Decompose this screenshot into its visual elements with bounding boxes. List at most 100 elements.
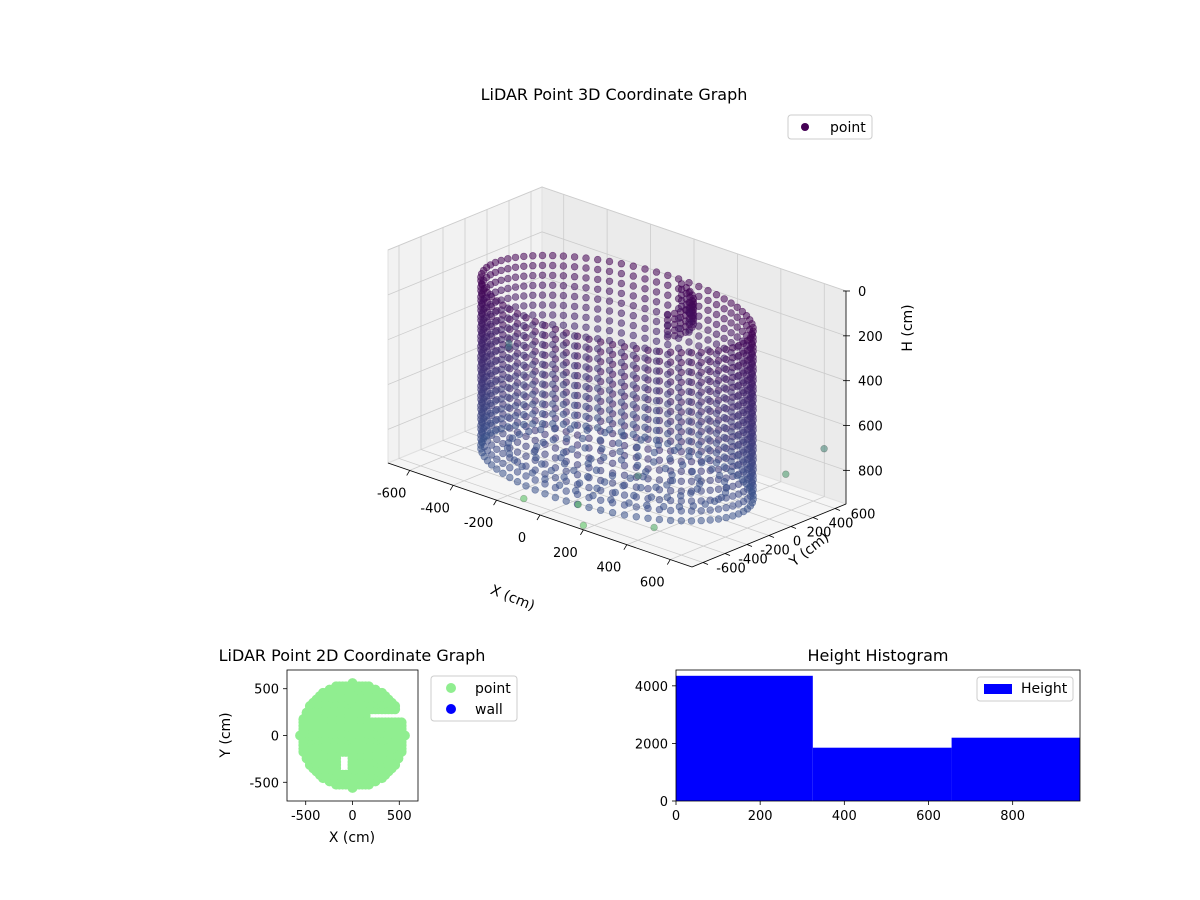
scatter-point-3d [548, 281, 557, 289]
scatter-point-3d [738, 327, 747, 336]
scatter-point-3d [706, 506, 714, 514]
x-tick-label-2d: -500 [291, 809, 321, 824]
scatter-point-3d [727, 418, 735, 426]
scatter-point-3d [704, 395, 712, 404]
scatter-point-3d [685, 447, 693, 455]
y-tick-label: -400 [738, 553, 768, 568]
scatter-point-3d [685, 377, 693, 386]
scatter-point-3d [634, 452, 642, 460]
scatter-point-3d [617, 358, 626, 367]
scatter-point-3d [617, 279, 626, 288]
scatter-point-3d [605, 336, 614, 345]
scatter-point-3d [617, 388, 626, 396]
scatter-point-2d [396, 717, 407, 728]
scatter-point-3d [704, 455, 712, 463]
scatter-point-3d [727, 467, 735, 475]
scatter-point-3d [538, 360, 547, 368]
scatter-point-3d [629, 351, 637, 359]
scatter-point-3d [695, 371, 703, 380]
scatter-point-3d [729, 502, 737, 510]
scatter-point-3d [652, 298, 661, 306]
scatter-point-3d [518, 462, 526, 471]
scatter-point-3d [529, 351, 537, 359]
scatter-point-3d [537, 460, 546, 468]
scatter-point-3d [694, 474, 702, 482]
scatter-point-3d [529, 360, 537, 369]
y-tick-mark [724, 553, 731, 556]
chart-2d-legend-point-label: point [475, 681, 511, 697]
scatter-point-3d [592, 466, 601, 474]
scatter-point-3d [559, 282, 568, 290]
x-tick-mark [493, 499, 497, 506]
scatter-point-3d [619, 482, 627, 490]
scatter-point-3d [697, 507, 705, 515]
scatter-point-3d [733, 392, 741, 401]
scatter-point-3d [593, 394, 602, 402]
scatter-point-3d [548, 350, 557, 359]
scatter-point-3d [559, 449, 568, 457]
scatter-point-3d [531, 476, 539, 484]
scatter-point-3d [548, 291, 557, 299]
scatter-point-3d [674, 384, 683, 392]
histogram-bar [676, 675, 813, 801]
scatter-point-3d [573, 451, 582, 459]
scatter-point-3d [674, 403, 683, 412]
scatter-point-3d [511, 273, 520, 281]
scatter-point-3d [715, 471, 724, 480]
scatter-point-3d [704, 425, 712, 433]
x-tick-mark [406, 470, 411, 476]
scatter-point-3d [605, 356, 614, 365]
scatter-point-3d [685, 328, 693, 336]
scatter-point-3d [695, 401, 703, 409]
scatter-point-3d [573, 441, 582, 449]
scatter-point-3d [738, 307, 747, 316]
scatter-point-3d [529, 420, 537, 428]
scatter-point-3d [685, 338, 693, 346]
scatter-point-3d [738, 337, 747, 345]
scatter-point-3d [652, 397, 661, 405]
scatter-point-3d [617, 408, 626, 416]
scatter-point-3d [582, 402, 590, 411]
scatter-point-3d [529, 380, 537, 389]
scatter-point-3d [729, 512, 737, 520]
histogram-title: Height Histogram [808, 646, 949, 665]
y-tick-mark [812, 517, 819, 520]
scatter-point-3d [562, 434, 571, 443]
scatter-point-3d [652, 347, 661, 355]
scatter-point-3d [559, 331, 568, 339]
scatter-point-3d [695, 282, 703, 291]
scatter-point-3d [479, 316, 488, 324]
chart-3d-points [477, 251, 828, 532]
scatter-point-3d [727, 319, 735, 327]
scatter-point-3d [504, 403, 512, 411]
scatter-point-3d [559, 351, 568, 359]
scatter-point-3d [695, 451, 703, 459]
scatter-point-3d [559, 400, 568, 409]
scatter-point-3d [605, 277, 614, 285]
scatter-point-3d [493, 455, 501, 463]
scatter-point-3d [614, 439, 623, 447]
scatter-point-3d [720, 453, 728, 461]
scatter-point-3d [738, 446, 747, 454]
scatter-point-3d [504, 363, 512, 372]
scatter-point-3d [674, 304, 683, 313]
scatter-point-3d [538, 281, 547, 289]
scatter-point-3d [720, 478, 729, 486]
scatter-point-3d [582, 254, 590, 262]
x-tick-label: 600 [640, 576, 665, 591]
scatter-point-3d [685, 427, 693, 435]
scatter-point-3d [695, 362, 703, 370]
scatter-point-3d [541, 490, 549, 498]
scatter-point-3d [664, 350, 672, 359]
scatter-point-3d [582, 422, 590, 430]
scatter-point-3d [652, 327, 661, 336]
scatter-point-3d [676, 492, 685, 500]
scatter-point-3d [504, 413, 512, 421]
outlier-point-3d [505, 343, 513, 351]
scatter-point-3d [733, 303, 741, 311]
chart-2d-legend-wall-marker [446, 704, 456, 714]
scatter-point-3d [641, 344, 649, 352]
scatter-point-3d [538, 261, 547, 270]
scatter-point-3d [712, 399, 721, 408]
histogram-legend: Height [976, 676, 1074, 702]
